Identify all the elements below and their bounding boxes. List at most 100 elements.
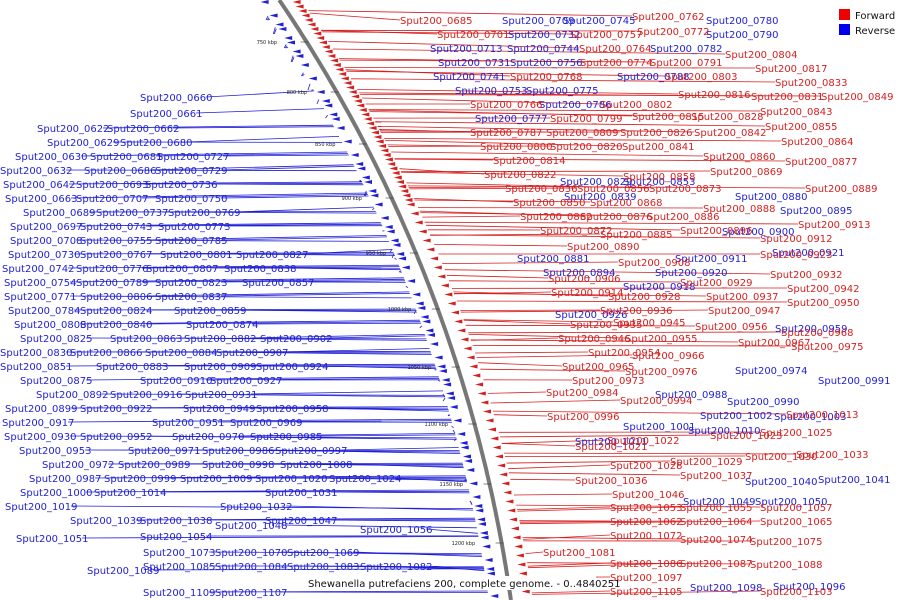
reverse-gene-label: Sput200_0663 — [5, 194, 78, 205]
reverse-gene-label: Sput200_0773 — [158, 222, 231, 233]
reverse-gene-label: Sput200_0777 — [475, 114, 548, 125]
reverse-gene-label: Sput200_0997 — [275, 446, 348, 457]
forward-connector-line — [406, 182, 650, 189]
reverse-connector-line — [149, 164, 354, 171]
forward-gene-arrow — [507, 508, 516, 513]
reverse-gene-arrow — [447, 396, 456, 400]
forward-gene-label: Sput200_0942 — [787, 284, 860, 295]
reverse-gene-label: Sput200_0894 — [543, 268, 616, 279]
forward-gene-label: Sput200_0876 — [580, 212, 653, 223]
reverse-gene-label: Sput200_0680 — [120, 138, 193, 149]
reverse-gene-arrow — [374, 202, 383, 207]
forward-connector-line — [385, 140, 623, 147]
reverse-gene-label: Sput200_0824 — [80, 306, 153, 317]
forward-gene-label: Sput200_0885 — [600, 230, 673, 241]
forward-gene-arrow — [310, 27, 319, 31]
forward-gene-label: Sput200_0860 — [703, 152, 776, 163]
reverse-gene-label: Sput200_0708 — [10, 236, 83, 247]
forward-connector-line — [508, 472, 681, 476]
reverse-gene-arrow — [386, 229, 395, 234]
reverse-gene-arrow — [316, 90, 325, 94]
reverse-connector-line — [233, 206, 374, 213]
reverse-connector-line — [169, 476, 467, 479]
reverse-gene-label: Sput200_1056 — [360, 525, 433, 536]
legend-reverse-swatch — [839, 24, 850, 35]
forward-gene-label: Sput200_0889 — [805, 184, 878, 195]
forward-gene-label: Sput200_0966 — [632, 351, 705, 362]
forward-connector-line — [456, 300, 788, 303]
reverse-gene-label: Sput200_1002 — [700, 411, 773, 422]
reverse-gene-arrow — [295, 54, 304, 58]
forward-connector-line — [516, 504, 761, 508]
reverse-connector-line — [107, 462, 463, 465]
reverse-gene-label: Sput200_1069 — [287, 548, 360, 559]
reverse-gene-label: Sput200_0921 — [772, 248, 845, 259]
reverse-connector-line — [413, 309, 417, 315]
reverse-gene-label: Sput200_1019 — [5, 502, 78, 513]
legend-reverse-label: Reverse — [855, 26, 895, 37]
reverse-gene-arrow — [438, 369, 447, 373]
reverse-connector-line — [425, 565, 485, 572]
reverse-gene-label: Sput200_0874 — [186, 320, 259, 331]
forward-connector-line — [522, 537, 681, 540]
reverse-gene-label: Sput200_0737 — [96, 208, 169, 219]
reverse-connector-line — [220, 236, 388, 241]
reverse-gene-label: Sput200_0709 — [502, 16, 575, 27]
reverse-gene-arrow — [412, 292, 421, 297]
reverse-gene-label: Sput200_0697 — [10, 222, 83, 233]
forward-gene-label: Sput200_0817 — [755, 64, 828, 75]
forward-gene-label: Sput200_0908 — [618, 258, 691, 269]
reverse-gene-label: Sput200_0741 — [433, 72, 506, 83]
forward-connector-line — [368, 109, 761, 112]
reverse-gene-label: Sput200_0786 — [539, 100, 612, 111]
reverse-gene-label: Sput200_0991 — [818, 376, 891, 387]
reverse-gene-label: Sput200_0931 — [185, 390, 258, 401]
reverse-gene-label: Sput200_1047 — [265, 516, 338, 527]
reverse-gene-label: Sput200_0883 — [96, 362, 169, 373]
reverse-connector-line — [195, 108, 325, 114]
forward-gene-label: Sput200_0766 — [470, 100, 543, 111]
legend-forward-swatch — [839, 9, 850, 20]
reverse-gene-label: Sput200_0986 — [202, 446, 275, 457]
forward-connector-line — [468, 334, 626, 339]
reverse-gene-arrow — [343, 139, 352, 144]
forward-gene-label: Sput200_0815 — [632, 112, 705, 123]
reverse-gene-arrow — [269, 13, 278, 18]
reverse-gene-label: Sput200_1089 — [87, 566, 160, 577]
reverse-gene-arrow — [464, 459, 473, 463]
reverse-gene-arrow — [396, 252, 405, 256]
reverse-gene-label: Sput200_0839 — [564, 192, 637, 203]
reverse-gene-label: Sput200_0952 — [80, 432, 153, 443]
reverse-gene-arrow — [482, 544, 491, 549]
forward-connector-line — [531, 590, 611, 594]
forward-gene-arrow — [380, 148, 389, 153]
forward-connector-line — [519, 520, 681, 523]
forward-gene-arrow — [497, 463, 506, 468]
reverse-gene-label: Sput200_0806 — [80, 292, 153, 303]
reverse-gene-label: Sput200_1000 — [20, 488, 93, 499]
forward-connector-line — [400, 170, 711, 173]
reverse-connector-line — [251, 322, 421, 325]
reverse-gene-arrow — [466, 468, 475, 472]
forward-gene-arrow — [338, 72, 347, 76]
reverse-connector-line — [283, 44, 287, 49]
reverse-gene-arrow — [329, 112, 338, 117]
reverse-gene-arrow — [459, 441, 468, 445]
forward-connector-line — [460, 309, 601, 312]
forward-gene-label: Sput200_0799 — [550, 114, 623, 125]
forward-gene-label: Sput200_1087 — [680, 559, 753, 570]
reverse-connector-line — [266, 17, 270, 21]
reverse-gene-label: Sput200_1098 — [690, 583, 763, 594]
forward-gene-arrow — [307, 22, 316, 27]
forward-gene-label: Sput200_0956 — [695, 322, 768, 333]
forward-gene-arrow — [477, 391, 486, 396]
forward-gene-arrow — [343, 81, 352, 85]
reverse-gene-label: Sput200_1039 — [70, 516, 143, 527]
forward-gene-label: Sput200_0973 — [572, 376, 645, 387]
forward-gene-arrow — [499, 472, 508, 477]
reverse-gene-label: Sput200_0900 — [722, 227, 795, 238]
reverse-connector-line — [210, 183, 364, 186]
reverse-gene-arrow — [443, 382, 452, 387]
reverse-gene-label: Sput200_0630 — [15, 152, 88, 163]
reverse-gene-label: Sput200_0926 — [555, 310, 628, 321]
